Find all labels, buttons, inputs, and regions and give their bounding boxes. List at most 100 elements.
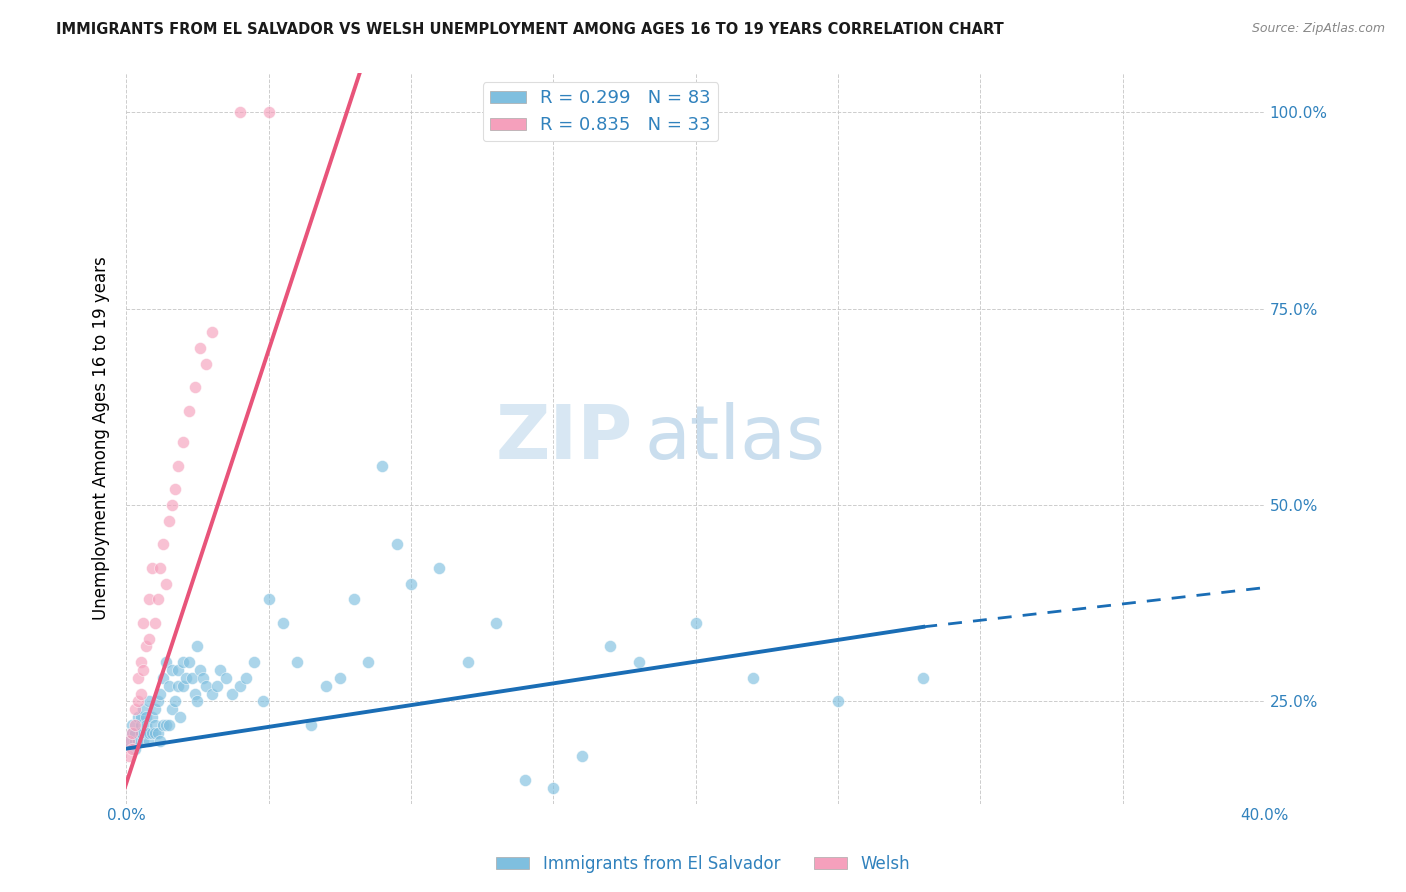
Point (357, 655, 380, 669)
Point (141, 561, 163, 575)
Point (121, 726, 143, 740)
Point (166, 458, 188, 473)
Point (129, 687, 152, 701)
Point (163, 694, 186, 708)
Point (129, 718, 152, 732)
Point (132, 702, 155, 716)
Y-axis label: Unemployment Among Ages 16 to 19 years: Unemployment Among Ages 16 to 19 years (93, 256, 110, 620)
Point (138, 592, 160, 607)
Point (135, 710, 157, 724)
Point (399, 576, 422, 591)
Point (138, 733, 160, 747)
Point (146, 726, 169, 740)
Point (229, 105, 252, 120)
Point (135, 640, 157, 654)
Legend: Immigrants from El Salvador, Welsh: Immigrants from El Salvador, Welsh (489, 848, 917, 880)
Point (186, 640, 208, 654)
Point (157, 679, 180, 693)
Point (118, 733, 141, 747)
Point (118, 733, 141, 747)
Point (186, 694, 208, 708)
Point (143, 718, 166, 732)
Point (141, 710, 163, 724)
Point (143, 615, 166, 630)
Point (243, 655, 266, 669)
Point (121, 726, 143, 740)
Point (138, 694, 160, 708)
Point (155, 655, 177, 669)
Point (174, 671, 197, 685)
Point (195, 679, 218, 693)
Text: IMMIGRANTS FROM EL SALVADOR VS WELSH UNEMPLOYMENT AMONG AGES 16 TO 19 YEARS CORR: IMMIGRANTS FROM EL SALVADOR VS WELSH UNE… (56, 22, 1004, 37)
Point (299, 718, 322, 732)
Point (124, 726, 146, 740)
Point (132, 615, 155, 630)
Point (155, 718, 177, 732)
Point (129, 655, 152, 669)
Point (201, 325, 224, 339)
Point (627, 655, 650, 669)
Point (285, 655, 308, 669)
Point (543, 780, 565, 795)
Point (385, 537, 408, 551)
Point (513, 772, 536, 787)
Point (166, 663, 188, 677)
Point (132, 663, 155, 677)
Point (157, 718, 180, 732)
Point (209, 663, 232, 677)
Point (146, 694, 169, 708)
Point (166, 679, 188, 693)
Point (152, 718, 174, 732)
Point (571, 749, 593, 764)
Point (152, 671, 174, 685)
Point (155, 576, 177, 591)
Point (221, 687, 243, 701)
Point (160, 663, 183, 677)
Point (329, 671, 352, 685)
Point (163, 483, 186, 497)
Point (149, 561, 172, 575)
Point (599, 640, 621, 654)
Point (121, 718, 143, 732)
Point (118, 749, 141, 764)
Point (157, 514, 180, 528)
Point (252, 694, 274, 708)
Point (129, 726, 152, 740)
Point (912, 671, 935, 685)
Point (127, 710, 149, 724)
Point (827, 694, 849, 708)
Point (177, 655, 200, 669)
Point (741, 671, 763, 685)
Point (135, 726, 157, 740)
Point (315, 679, 337, 693)
Point (127, 671, 149, 685)
Point (160, 702, 183, 716)
Text: ZIP: ZIP (496, 401, 633, 475)
Point (457, 655, 479, 669)
Point (152, 537, 174, 551)
Point (124, 702, 146, 716)
Point (257, 105, 280, 120)
Point (188, 663, 211, 677)
Point (172, 655, 194, 669)
Point (685, 615, 707, 630)
Legend: R = 0.299   N = 83, R = 0.835   N = 33: R = 0.299 N = 83, R = 0.835 N = 33 (482, 82, 718, 142)
Point (121, 741, 143, 756)
Point (127, 694, 149, 708)
Point (124, 733, 146, 747)
Point (183, 380, 205, 394)
Point (143, 702, 166, 716)
Point (149, 687, 172, 701)
Point (124, 718, 146, 732)
Point (235, 671, 257, 685)
Point (371, 458, 394, 473)
Point (127, 733, 149, 747)
Point (183, 687, 205, 701)
Point (177, 404, 200, 418)
Point (485, 615, 508, 630)
Point (257, 592, 280, 607)
Point (215, 671, 238, 685)
Point (180, 671, 202, 685)
Text: Source: ZipAtlas.com: Source: ZipAtlas.com (1251, 22, 1385, 36)
Point (271, 615, 294, 630)
